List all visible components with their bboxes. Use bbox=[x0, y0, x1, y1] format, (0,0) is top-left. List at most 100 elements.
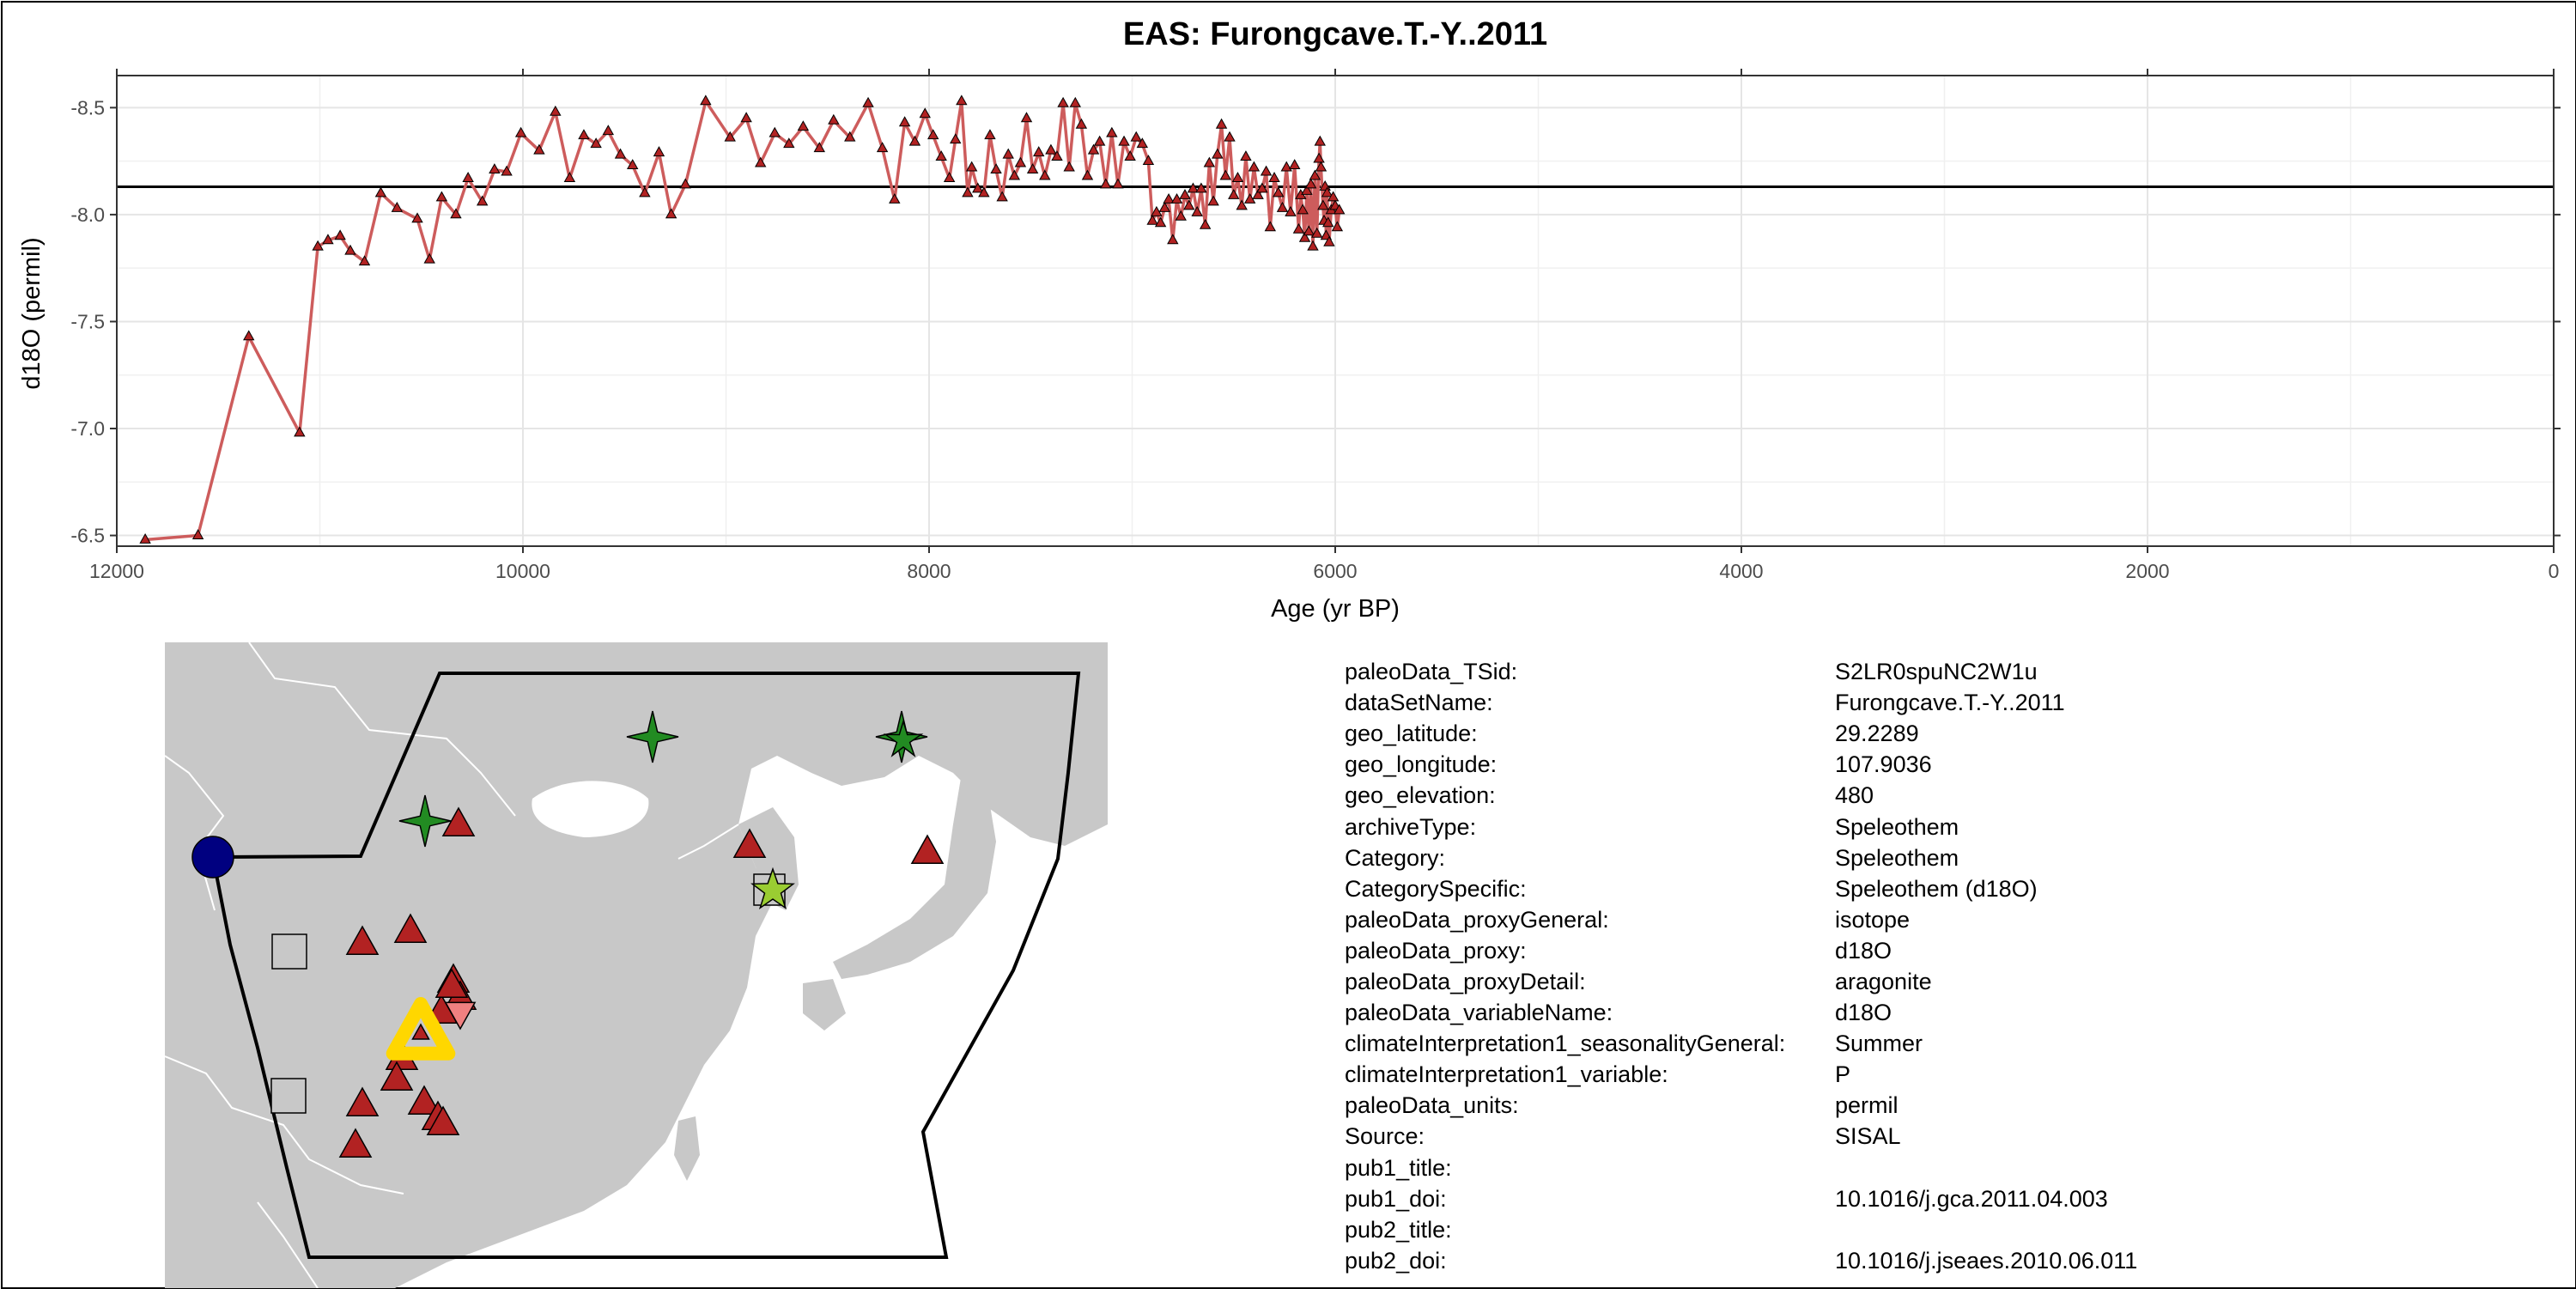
data-point bbox=[984, 129, 996, 140]
data-point bbox=[435, 191, 448, 202]
data-point bbox=[1292, 222, 1305, 234]
series-markers bbox=[139, 94, 1346, 544]
data-point bbox=[1158, 201, 1171, 212]
metadata-row: paleoData_units: permil bbox=[1345, 1090, 2137, 1121]
metadata-row: Source: SISAL bbox=[1345, 1121, 2137, 1152]
metadata-table: paleoData_TSid: S2LR0spuNC2W1u dataSetName… bbox=[1345, 656, 2137, 1276]
data-point bbox=[411, 212, 423, 223]
metadata-row: paleoData_proxyGeneral: isotope bbox=[1345, 904, 2137, 935]
metadata-row: pub1_doi: 10.1016/j.gca.2011.04.003 bbox=[1345, 1183, 2137, 1214]
metadata-key: pub2_title: bbox=[1345, 1216, 1452, 1243]
land-bohai-peninsula bbox=[532, 781, 649, 837]
data-point bbox=[1063, 161, 1075, 172]
data-point bbox=[1260, 165, 1273, 176]
data-point bbox=[312, 240, 324, 251]
data-point bbox=[1199, 218, 1212, 229]
metadata-row: pub1_title: bbox=[1345, 1152, 2137, 1183]
map-highlight-site-center bbox=[411, 1023, 430, 1040]
data-point bbox=[862, 96, 874, 107]
y-tick-label: -8.0 bbox=[70, 204, 105, 226]
y-tick-label: -8.5 bbox=[70, 96, 105, 119]
metadata-value bbox=[1835, 1152, 2137, 1183]
data-point bbox=[1170, 192, 1183, 204]
metadata-value: 10.1016/j.gca.2011.04.003 bbox=[1835, 1185, 2108, 1212]
y-axis-ticks: -6.5 -7.0 -7.5 -8.0 -8.5 bbox=[70, 96, 2561, 547]
data-point bbox=[1087, 143, 1100, 155]
data-point bbox=[489, 163, 501, 173]
data-point bbox=[783, 137, 795, 149]
data-point bbox=[1215, 118, 1228, 129]
data-point bbox=[996, 191, 1008, 202]
land-mainland-asia bbox=[165, 642, 1108, 1288]
map-site-star5-lime bbox=[750, 866, 795, 910]
metadata-key: Source: bbox=[1345, 1123, 1425, 1150]
data-point bbox=[927, 129, 939, 140]
metadata-key: Category: bbox=[1345, 844, 1446, 871]
data-point bbox=[1008, 169, 1021, 180]
land-japan-honshu bbox=[833, 773, 996, 979]
data-point bbox=[724, 131, 736, 142]
data-point bbox=[1224, 131, 1236, 142]
metadata-value: d18O bbox=[1835, 1000, 1893, 1026]
site-map bbox=[165, 642, 1108, 1288]
data-point bbox=[1112, 178, 1124, 189]
metadata-value: 480 bbox=[1835, 782, 1874, 809]
data-point bbox=[1313, 152, 1325, 163]
data-point bbox=[1317, 199, 1329, 210]
map-site-triangle bbox=[910, 834, 945, 865]
x-axis-title: Age (yr BP) bbox=[1271, 595, 1400, 623]
metadata-value: Speleothem bbox=[1835, 844, 1959, 871]
map-site-triangle bbox=[732, 828, 767, 859]
metadata-key: pub2_doi: bbox=[1345, 1247, 1447, 1274]
data-point bbox=[1331, 221, 1344, 232]
data-point bbox=[1264, 221, 1277, 232]
data-point bbox=[294, 426, 306, 437]
data-point bbox=[1212, 148, 1224, 159]
map-site-triangle bbox=[380, 1061, 414, 1091]
data-point bbox=[1124, 150, 1136, 161]
metadata-key: pub1_title: bbox=[1345, 1154, 1452, 1181]
data-point bbox=[1311, 227, 1323, 238]
data-point bbox=[563, 172, 576, 182]
data-point bbox=[550, 105, 562, 116]
data-point bbox=[1075, 118, 1088, 129]
y-tick-label: -6.5 bbox=[70, 525, 105, 547]
data-point bbox=[1069, 96, 1081, 107]
data-point bbox=[1323, 235, 1335, 246]
timeseries-plot: 12000 10000 8000 6000 4000 2000 0 -6.5 -7.0 -7.5… bbox=[70, 69, 2561, 582]
y-tick-label: -7.0 bbox=[70, 417, 105, 440]
data-point bbox=[1195, 182, 1207, 193]
data-point bbox=[344, 244, 356, 255]
data-point bbox=[1026, 163, 1039, 173]
metadata-key: climateInterpretation1_variable: bbox=[1345, 1061, 1668, 1088]
data-point bbox=[889, 192, 901, 204]
data-point bbox=[614, 148, 627, 159]
data-point bbox=[1219, 169, 1231, 180]
metadata-row: geo_longitude: 107.9036 bbox=[1345, 749, 2137, 780]
metadata-key: paleoData_TSid: bbox=[1345, 659, 1518, 685]
data-point bbox=[1014, 156, 1027, 167]
data-point bbox=[501, 165, 513, 176]
map-site-square bbox=[271, 933, 307, 970]
metadata-value: Summer bbox=[1835, 1031, 1923, 1057]
data-point bbox=[898, 116, 911, 127]
data-point bbox=[1280, 161, 1292, 172]
data-point bbox=[919, 107, 931, 119]
data-point bbox=[935, 150, 947, 161]
data-point bbox=[1252, 188, 1264, 199]
metadata-row: climateInterpretation1_variable: P bbox=[1345, 1059, 2137, 1090]
metadata-value: 29.2289 bbox=[1835, 721, 1919, 747]
data-point bbox=[1175, 210, 1187, 221]
data-point bbox=[1298, 231, 1311, 242]
metadata-key: dataSetName: bbox=[1345, 690, 1493, 716]
land-taiwan bbox=[674, 1116, 700, 1181]
data-point bbox=[797, 120, 810, 131]
data-point bbox=[962, 186, 974, 198]
data-point bbox=[462, 172, 474, 182]
data-point bbox=[1268, 172, 1280, 182]
data-point bbox=[1256, 182, 1268, 193]
metadata-row: geo_latitude: 29.2289 bbox=[1345, 718, 2137, 749]
metadata-row: paleoData_variableName: d18O bbox=[1345, 997, 2137, 1028]
metadata-value: d18O bbox=[1835, 937, 1893, 964]
